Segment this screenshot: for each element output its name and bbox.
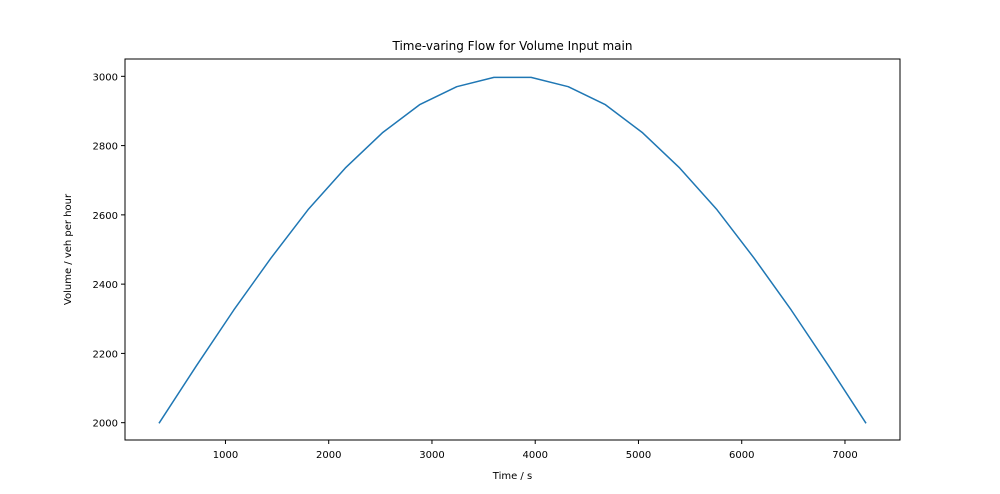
x-tick-label: 3000 [419,450,444,461]
plot-area [158,76,867,424]
y-axis-label: Volume / veh per hour [63,193,74,305]
y-tick-label: 2200 [93,349,118,360]
y-tick-label: 2600 [93,211,118,222]
x-tick-label: 6000 [729,450,754,461]
y-tick-label: 2400 [93,280,118,291]
x-tick-label: 2000 [316,450,341,461]
plot-frame [124,58,901,441]
series-line-0 [158,76,867,424]
y-tick-label: 3000 [93,72,118,83]
y-tick-label: 2800 [93,142,118,153]
x-axis: 1000 2000 3000 4000 5000 6000 7000 [213,440,858,461]
x-axis-label: Time / s [492,471,532,482]
x-tick-label: 5000 [626,450,651,461]
x-tick-label: 7000 [832,450,857,461]
y-tick-label: 2000 [93,419,118,430]
chart-title: Time-varing Flow for Volume Input main [392,39,633,53]
y-axis: 2000 2200 2400 2600 2800 3000 [93,72,125,430]
x-tick-label: 1000 [213,450,238,461]
x-tick-label: 4000 [522,450,547,461]
